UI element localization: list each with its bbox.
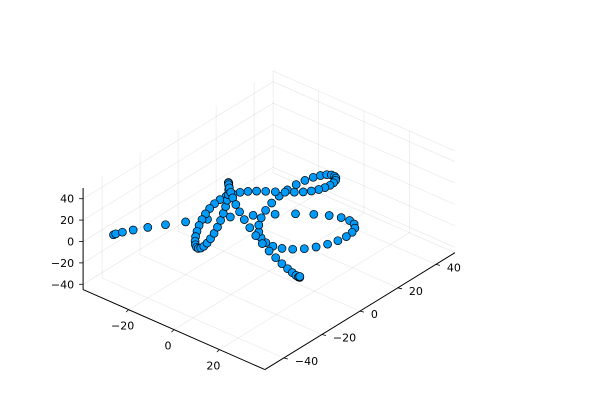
data-point [277, 244, 287, 253]
data-point [252, 186, 261, 196]
y-tick-label: 20 [409, 285, 423, 298]
data-point [264, 246, 274, 256]
box-edge [272, 70, 456, 152]
data-point [254, 220, 264, 230]
data-point [347, 227, 357, 237]
data-point [289, 187, 299, 197]
data-point [314, 185, 324, 194]
x-tick-mark [171, 329, 175, 333]
y-tick-label: −20 [333, 332, 356, 345]
grid-line-z-side [82, 145, 274, 264]
data-point [324, 211, 334, 220]
grid-line-z-back [272, 124, 456, 205]
data-point [261, 205, 270, 215]
grid-lines [82, 70, 456, 370]
data-point [270, 187, 280, 197]
data-point [288, 244, 298, 254]
data-point [298, 187, 308, 197]
data-point [270, 209, 280, 219]
y-tick-mark [321, 334, 326, 336]
data-point [271, 253, 281, 263]
y-tick-label: 0 [371, 308, 378, 321]
data-point [280, 187, 290, 197]
z-tick-label: −20 [51, 257, 74, 270]
grid-line-z-side [82, 167, 274, 285]
grid-line-y-floor [253, 184, 437, 265]
data-point [277, 259, 287, 269]
data-point [323, 239, 332, 249]
data-point [231, 200, 241, 209]
y-tick-mark [359, 310, 364, 313]
data-point [336, 213, 346, 222]
data-point [308, 172, 318, 182]
data-point [309, 209, 319, 219]
grid-line-x-floor [173, 212, 365, 330]
x-tick-label: −20 [111, 320, 134, 333]
data-point [243, 187, 253, 196]
data-point [300, 176, 310, 185]
data-point [251, 231, 261, 241]
axes [79, 188, 456, 371]
data-point [161, 220, 170, 230]
x-tick-mark [125, 309, 129, 313]
y-tick-label: 40 [447, 261, 461, 274]
y-tick-mark [435, 264, 440, 266]
grid-line-x-floor [128, 192, 319, 310]
tick-labels: −20 0 20 −40 −20 0 20 40 −40 −20 0 20 40 [51, 193, 461, 373]
data-point [128, 225, 138, 235]
y-tick-mark [397, 287, 402, 290]
box-edge [272, 172, 456, 253]
z-tick-label: 0 [67, 236, 74, 249]
data-markers [109, 170, 360, 282]
z-tick-label: 20 [60, 214, 74, 227]
data-point [291, 209, 300, 219]
grid-line-z-side [82, 102, 274, 221]
data-point [248, 210, 258, 220]
grid-line-z-side [82, 124, 274, 242]
z-tick-label: −40 [51, 278, 74, 291]
x-tick-mark [216, 349, 220, 353]
data-point [181, 217, 190, 227]
data-point [311, 242, 321, 252]
grid-line-z-back [272, 102, 456, 184]
x-tick-label: 0 [165, 340, 172, 353]
data-point [295, 272, 305, 281]
data-point [235, 207, 244, 217]
data-point [341, 232, 351, 241]
data-point [235, 187, 245, 197]
y-tick-label: −40 [295, 355, 318, 368]
data-point [267, 198, 277, 208]
data-point [239, 215, 249, 224]
data-point [257, 239, 267, 248]
grid-line-x-floor [219, 232, 410, 350]
data-point [245, 223, 255, 233]
data-point [291, 180, 301, 189]
y-tick-mark [283, 357, 288, 360]
data-point [299, 244, 309, 254]
grid-line-y-floor [101, 277, 285, 359]
data-point [143, 223, 153, 232]
data-point [261, 186, 271, 196]
grid-line-z-back [272, 145, 456, 227]
data-point [118, 227, 127, 237]
z-tick-label: 40 [60, 193, 74, 206]
grid-line-z-back [272, 81, 456, 162]
grid-line-z-side [82, 81, 274, 199]
data-point [256, 213, 266, 223]
data-point [307, 186, 316, 196]
grid-line-y-floor [139, 254, 323, 335]
data-point [225, 212, 235, 222]
data-point [333, 236, 343, 246]
x-tick-label: 20 [206, 360, 220, 373]
